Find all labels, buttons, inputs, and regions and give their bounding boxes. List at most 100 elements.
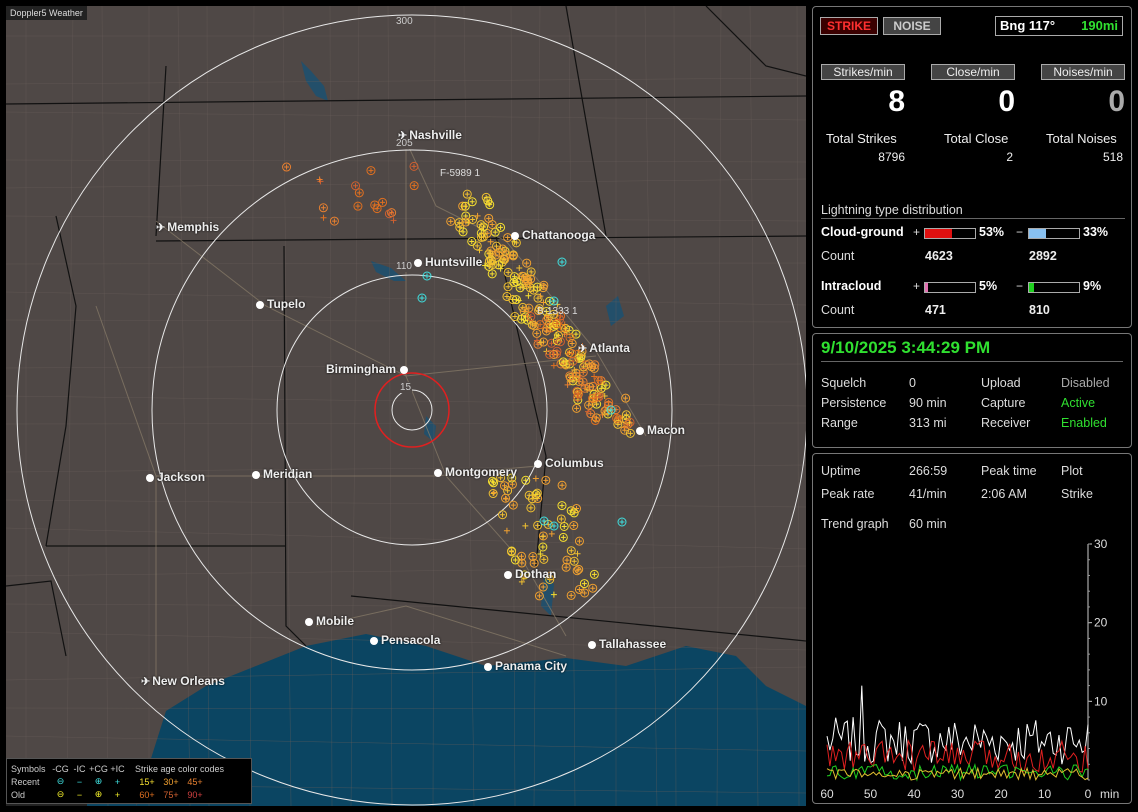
total-noises-label: Total Noises — [1046, 131, 1117, 146]
strike-icon — [510, 502, 516, 508]
county-line — [749, 6, 759, 806]
county-line — [716, 6, 722, 806]
county-line — [6, 464, 806, 473]
strike-icon — [534, 304, 544, 314]
city-dot-icon — [504, 571, 512, 579]
x-tick-label: 40 — [907, 787, 921, 800]
strike-icon — [549, 296, 559, 306]
strike-icon — [578, 377, 588, 387]
strike-icon — [368, 168, 374, 174]
strike-icon — [545, 349, 555, 359]
strike-icon — [549, 309, 559, 319]
noise-button[interactable]: NOISE — [883, 17, 941, 35]
city-panama-city: Panama City — [484, 659, 567, 673]
strike-icon — [580, 369, 586, 375]
cg-plus-bar — [924, 228, 976, 239]
plus-sign: + — [913, 279, 921, 293]
county-line — [6, 77, 806, 85]
strike-icon — [567, 335, 573, 341]
sensor-label-b1333: B-1333 1 — [537, 306, 578, 317]
strike-icon — [566, 506, 576, 516]
ic-plus-bar — [924, 282, 976, 293]
strike-icon — [456, 220, 462, 226]
strike-icon — [579, 579, 589, 589]
trend-series — [826, 762, 1089, 782]
strike-icon — [537, 293, 544, 300]
close-range-ring — [374, 372, 450, 448]
strike-icon — [584, 359, 594, 369]
strike-icon — [568, 376, 578, 386]
strike-icon — [489, 478, 495, 484]
x-tick-label: 60 — [821, 787, 834, 800]
strike-icon — [557, 480, 567, 490]
strike-icon — [571, 558, 577, 564]
strike-icon — [558, 516, 564, 522]
ic-plus-pct: 5% — [979, 279, 998, 293]
strike-icon — [469, 238, 475, 244]
persistence-label: Persistence — [821, 396, 887, 410]
strike-icon — [386, 211, 392, 217]
strike-icon — [542, 315, 552, 325]
ring-label-300: 300 — [395, 16, 414, 27]
strike-icon — [513, 297, 519, 303]
strike-icon — [615, 421, 621, 427]
strike-icon — [568, 548, 574, 554]
strike-icon — [462, 203, 468, 209]
strike-icon — [538, 531, 548, 541]
strike-icon — [481, 262, 488, 269]
persistence-value: 90 min — [909, 396, 947, 410]
strike-icon — [625, 421, 631, 427]
strike-icon — [543, 477, 549, 483]
strike-icon — [532, 282, 542, 292]
city-new-orleans: ✈ New Orleans — [141, 674, 225, 688]
strike-icon — [496, 249, 502, 255]
strike-icon — [594, 392, 604, 402]
city-nashville: ✈ Nashville — [398, 128, 462, 142]
strike-icon — [486, 215, 492, 221]
state-border — [155, 235, 806, 242]
strike-icon — [573, 331, 579, 337]
strike-icon — [623, 412, 629, 418]
strike-icon — [555, 337, 565, 347]
county-line — [568, 6, 576, 806]
strike-icon — [469, 199, 475, 205]
capture-label: Capture — [981, 396, 1026, 410]
strike-icon — [474, 212, 481, 219]
city-mobile: Mobile — [305, 614, 354, 628]
city-dot-icon — [305, 618, 313, 626]
strike-icon — [585, 408, 592, 415]
bearing-readout: Bng 117° 190mi — [995, 16, 1123, 36]
strike-icon — [540, 584, 546, 590]
state-border — [155, 65, 167, 237]
strike-icon — [488, 489, 498, 499]
strike-icon — [613, 407, 619, 413]
strike-icon — [557, 501, 567, 511]
strike-icon — [519, 307, 529, 317]
strike-icon — [552, 319, 562, 329]
strike-icon — [571, 366, 578, 373]
strike-icon — [561, 324, 571, 334]
strike-icon — [571, 523, 577, 529]
strike-button[interactable]: STRIKE — [820, 17, 878, 35]
strike-icon — [523, 477, 529, 483]
city-dot-icon — [256, 301, 264, 309]
lightning-map[interactable]: Doppler5 Weather 300 205 110 15 F-5989 1… — [6, 6, 806, 806]
strike-icon — [520, 570, 530, 580]
strike-icon — [526, 312, 536, 322]
strike-icon — [625, 428, 635, 438]
upload-label: Upload — [981, 376, 1021, 390]
lake — [606, 296, 624, 326]
strike-icon — [572, 566, 582, 576]
legend-cg-plus-label: +CG — [89, 763, 108, 774]
airport-icon: ✈ — [141, 676, 151, 688]
strike-icon — [574, 405, 580, 411]
strike-icon — [498, 224, 504, 230]
strike-icon — [511, 295, 521, 305]
county-line — [6, 666, 806, 681]
strike-icon — [590, 585, 596, 591]
strike-icon — [487, 476, 497, 486]
city-dot-icon — [414, 259, 422, 267]
divider — [821, 361, 1123, 362]
strike-icon — [478, 232, 488, 242]
strike-icon — [586, 402, 592, 408]
